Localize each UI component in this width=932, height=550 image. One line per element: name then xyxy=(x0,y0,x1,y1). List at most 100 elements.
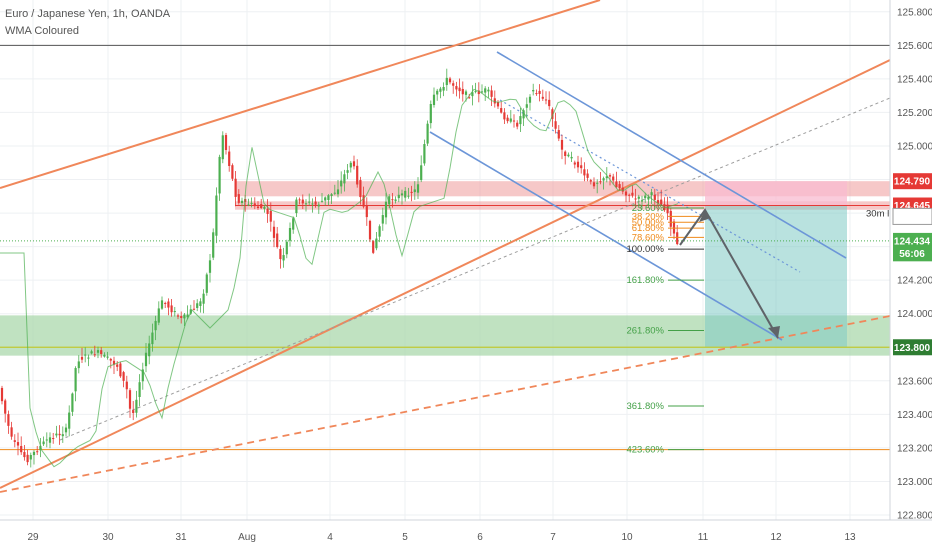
x-tick-label: 4 xyxy=(327,532,333,543)
price-badge xyxy=(893,245,932,262)
candle-body xyxy=(541,96,544,99)
fibonacci: 23.60%38.20%50.00%61.80%78.60%100.00% 161… xyxy=(626,203,704,456)
candle-body xyxy=(215,195,218,236)
candle-body xyxy=(576,161,580,168)
channel-upper xyxy=(496,51,847,259)
y-tick-label: 125.400 xyxy=(897,74,932,85)
candle-body xyxy=(253,203,256,207)
candle-body xyxy=(618,184,621,189)
x-tick-label: 10 xyxy=(621,532,633,543)
candle-body xyxy=(221,135,224,160)
candle-body xyxy=(144,352,148,367)
candle-body xyxy=(71,393,74,412)
candle-body xyxy=(256,206,260,209)
candle-body xyxy=(650,192,653,196)
x-tick-label: 30 xyxy=(102,532,114,543)
candle-body xyxy=(365,205,368,218)
candle-body xyxy=(516,122,519,127)
x-tick-label: Aug xyxy=(238,532,256,543)
candle-body xyxy=(573,162,576,165)
candle-body xyxy=(436,90,439,95)
candle-body xyxy=(186,314,189,318)
candle-body xyxy=(359,180,362,198)
candle-body xyxy=(106,356,109,358)
candle-body xyxy=(13,440,16,442)
fib-level-label: 361.80% xyxy=(626,401,664,412)
candle-body xyxy=(487,89,490,92)
candle-body xyxy=(631,192,634,196)
candle-body xyxy=(237,194,240,203)
candle-body xyxy=(519,116,522,125)
candle-body xyxy=(180,316,183,318)
y-tick-label: 124.200 xyxy=(897,276,932,287)
candle-body xyxy=(23,452,26,458)
candle-body xyxy=(372,241,375,253)
candle-body xyxy=(58,433,61,436)
y-tick-label: 125.800 xyxy=(897,7,932,18)
candle-body xyxy=(138,382,141,397)
candle-body xyxy=(247,204,250,206)
candle-body xyxy=(240,200,244,203)
candle-body xyxy=(596,182,599,184)
candle-body xyxy=(173,311,176,313)
candle-body xyxy=(420,165,423,181)
candle-body xyxy=(333,192,336,194)
candle-body xyxy=(112,360,116,365)
candle-body xyxy=(477,90,480,95)
candle-body xyxy=(132,410,135,413)
fib-level-label: 23.60% xyxy=(632,203,665,214)
candle-body xyxy=(205,274,208,293)
fib-level-label: 38.20% xyxy=(632,211,665,222)
candle-body xyxy=(346,170,349,173)
candle-body xyxy=(288,228,292,241)
candle-body xyxy=(624,191,628,196)
candle-body xyxy=(311,203,314,205)
candle-body xyxy=(45,439,48,441)
candle-body xyxy=(522,110,525,119)
candle-body xyxy=(272,226,276,238)
candle-body xyxy=(362,195,365,207)
candle-body xyxy=(560,139,564,150)
candle-body xyxy=(660,199,663,205)
candle-body xyxy=(199,301,202,306)
candle-body xyxy=(468,97,471,99)
candle-body xyxy=(647,196,650,200)
x-axis: 29 30 31 Aug 4 5 6 7 10 11 12 13 xyxy=(27,532,856,543)
chart-title: Euro / Japanese Yen, 1h, OANDA xyxy=(5,8,171,20)
candle-body xyxy=(570,156,573,159)
fib-level-label: 50.00% xyxy=(632,217,665,228)
x-tick-label: 12 xyxy=(770,532,782,543)
candle-body xyxy=(672,221,676,234)
candle-body xyxy=(103,354,106,357)
candle-body xyxy=(525,104,528,108)
candle-body xyxy=(586,173,589,178)
candle-body xyxy=(506,117,509,122)
price-badge xyxy=(893,232,932,249)
price-axis xyxy=(890,0,932,550)
lower-trendline xyxy=(0,59,891,489)
candle-body xyxy=(327,195,330,201)
candle-body xyxy=(292,218,295,230)
fib-level-label: 261.80% xyxy=(626,325,664,336)
y-tick-label: 125.600 xyxy=(897,41,932,52)
candle-body xyxy=(167,301,170,308)
candle-body xyxy=(535,93,538,95)
candle-body xyxy=(637,196,640,199)
stop-loss-box xyxy=(705,181,847,206)
candle-body xyxy=(87,357,90,359)
candle-body xyxy=(368,220,372,240)
candle-body xyxy=(269,210,272,222)
price-badge xyxy=(893,173,932,190)
y-tick-label: 125.000 xyxy=(897,141,932,152)
candle-body xyxy=(548,99,551,107)
candle-body xyxy=(208,260,212,273)
candle-body xyxy=(567,154,570,157)
candle-body xyxy=(36,451,39,453)
candle-body xyxy=(375,238,378,249)
candle-body xyxy=(122,372,125,381)
candle-body xyxy=(285,241,288,255)
candle-body xyxy=(234,178,237,197)
candle-body xyxy=(61,434,64,437)
